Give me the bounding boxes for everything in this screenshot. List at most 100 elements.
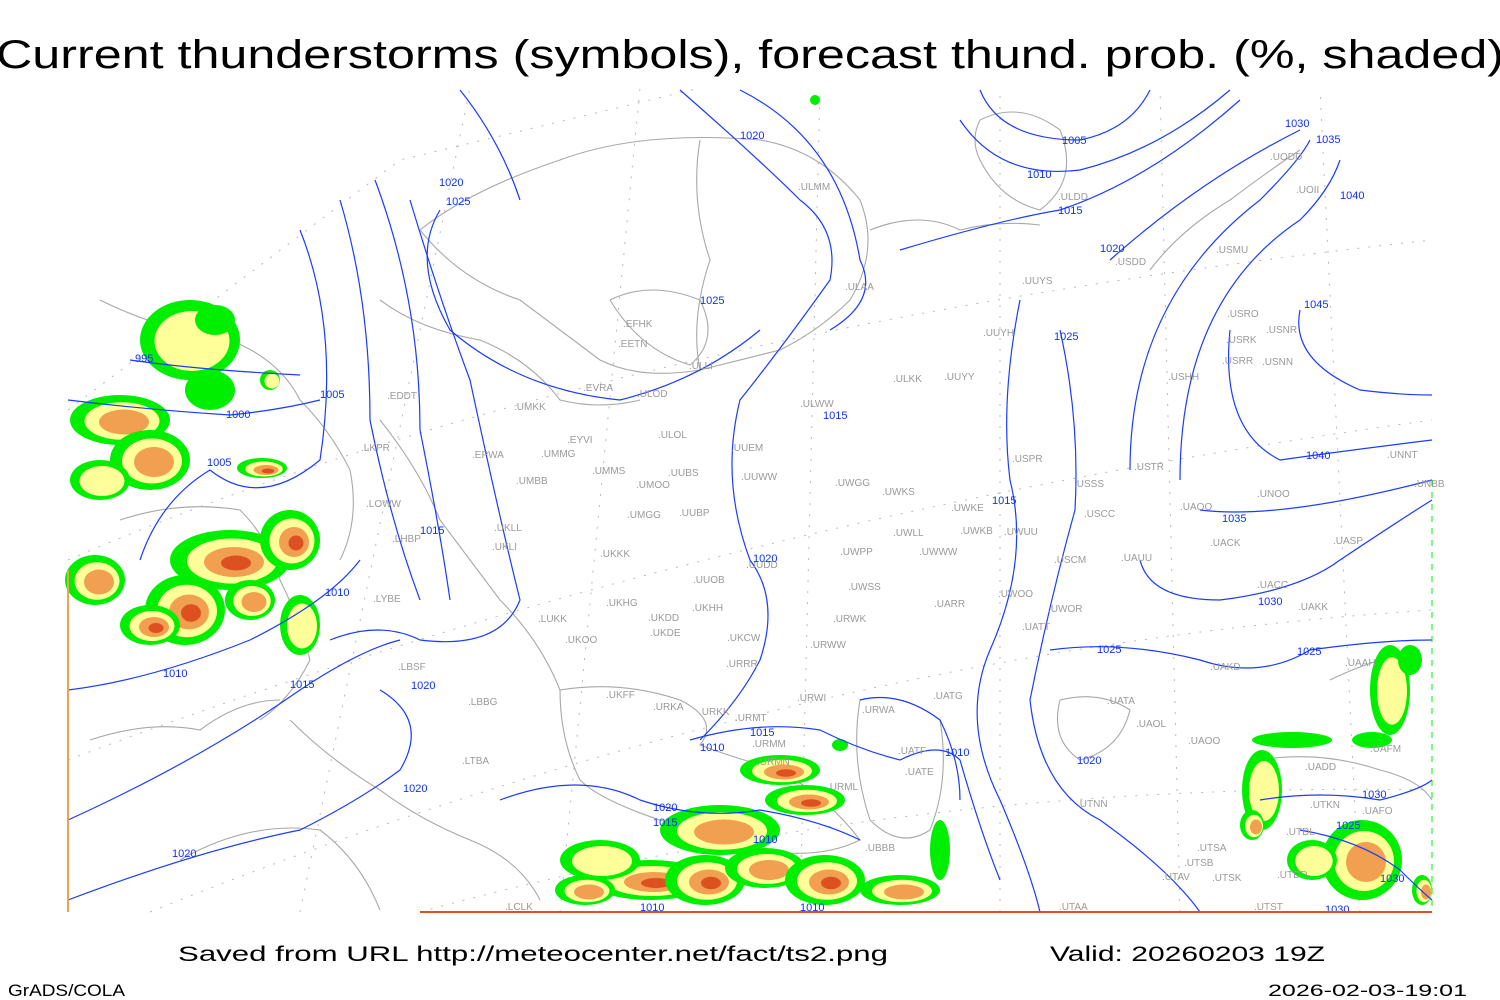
probability-area-level-4 bbox=[801, 799, 821, 807]
station-label: .UTDD bbox=[1277, 870, 1308, 881]
isobar-label: 1015 bbox=[992, 495, 1016, 507]
station-label: .USMU bbox=[1216, 245, 1248, 256]
station-label: .UAOL bbox=[1136, 719, 1166, 730]
isobar-label: 1010 bbox=[163, 668, 187, 680]
isobar-line bbox=[499, 784, 861, 841]
station-label: .UMOO bbox=[636, 480, 670, 491]
station-label: .USSS bbox=[1074, 479, 1104, 490]
probability-area-level-3 bbox=[84, 569, 114, 595]
station-label: .UUYH bbox=[983, 328, 1014, 339]
station-label: .URRR bbox=[726, 659, 758, 670]
isobar-label: 1030 bbox=[1380, 873, 1404, 885]
station-label: .UNNT bbox=[1387, 450, 1418, 461]
lat-lon-grid bbox=[67, 87, 1433, 913]
saved-from-url: Saved from URL http://meteocenter.net/fa… bbox=[178, 943, 888, 966]
station-label: .UUOB bbox=[693, 575, 725, 586]
station-label: .UTNN bbox=[1077, 799, 1108, 810]
isobar-line bbox=[139, 229, 328, 561]
station-label: .UTAV bbox=[1162, 872, 1190, 883]
station-label: .UKOO bbox=[565, 635, 597, 646]
station-label: .UUYS bbox=[1022, 276, 1053, 287]
station-label: .UATE bbox=[905, 767, 934, 778]
station-label: .EPWA bbox=[472, 450, 504, 461]
isobar-label: 1035 bbox=[1316, 134, 1340, 146]
station-label: .UKHG bbox=[606, 598, 638, 609]
station-label: .UACC bbox=[1257, 580, 1288, 591]
station-labels: .ULMM .ULDD .USDD .USMU .UODD .UOII .ULAA .UUYS… bbox=[361, 152, 1445, 913]
probability-area-level-2 bbox=[1249, 761, 1279, 821]
station-label: .ULMM bbox=[798, 182, 830, 193]
station-label: .UMKK bbox=[514, 402, 546, 413]
isobar-label: 1005 bbox=[320, 389, 344, 401]
isobar-label: 1015 bbox=[750, 727, 774, 739]
station-label: .UKHH bbox=[692, 603, 723, 614]
station-label: .LOWW bbox=[366, 499, 402, 510]
station-label: .UWKS bbox=[882, 487, 915, 498]
grid-line bbox=[1159, 87, 1181, 913]
station-label: .UATF bbox=[898, 746, 926, 757]
isobar-label: 1020 bbox=[1100, 243, 1124, 255]
station-label: .EETN bbox=[618, 339, 647, 350]
station-label: .LYBE bbox=[373, 594, 401, 605]
station-label: .UTSK bbox=[1212, 873, 1242, 884]
station-label: .ULLI bbox=[689, 361, 713, 372]
isobar-line bbox=[1298, 309, 1433, 396]
station-label: .EFHK bbox=[623, 319, 653, 330]
isobar-line bbox=[689, 726, 1001, 881]
isobar-label: 1015 bbox=[290, 679, 314, 691]
station-label: .UTSA bbox=[1197, 843, 1227, 854]
isobar-label: 1015 bbox=[1058, 205, 1082, 217]
station-label: .UWWW bbox=[919, 547, 958, 558]
isobar-label: 1005 bbox=[207, 457, 231, 469]
isobar-label: 1005 bbox=[1062, 135, 1086, 147]
station-label: .UATA bbox=[1107, 696, 1135, 707]
coastline bbox=[1259, 756, 1433, 801]
station-label: .UAFM bbox=[1370, 744, 1401, 755]
coastline bbox=[379, 299, 641, 406]
station-label: .URMT bbox=[735, 713, 767, 724]
probability-area-level-2 bbox=[572, 846, 632, 876]
station-label: .UUDD bbox=[746, 560, 778, 571]
isobar-label: 1015 bbox=[823, 410, 847, 422]
station-label: .USRK bbox=[1226, 335, 1257, 346]
station-label: .URWI bbox=[797, 693, 826, 704]
station-label: .UTDL bbox=[1286, 827, 1315, 838]
coastline bbox=[696, 139, 711, 371]
station-label: .UWKB bbox=[960, 526, 993, 537]
coastline bbox=[379, 419, 561, 691]
station-label: .UWKE bbox=[951, 503, 984, 514]
station-label: .UATG bbox=[933, 691, 963, 702]
isobar-labels: 1020 1005 1010 1015 1030 1035 1040 1020 1025 1020… bbox=[135, 118, 1404, 916]
isobar-line bbox=[1049, 639, 1433, 669]
isobar-label: 1030 bbox=[1258, 596, 1282, 608]
station-label: .UTAA bbox=[1059, 902, 1088, 913]
isobar-label: 1025 bbox=[700, 295, 724, 307]
coastline bbox=[974, 111, 1068, 211]
isobar-label: 1020 bbox=[740, 130, 764, 142]
coastline bbox=[419, 136, 869, 374]
isobar-label: 1030 bbox=[1285, 118, 1309, 130]
station-label: .UWSS bbox=[848, 582, 881, 593]
probability-area-level-2 bbox=[79, 466, 125, 496]
probability-area-level-1 bbox=[810, 95, 820, 105]
station-label: .UAOO bbox=[1180, 502, 1212, 513]
station-label: .USCC bbox=[1084, 509, 1115, 520]
software-credit: GrADS/COLA bbox=[8, 981, 126, 1000]
station-label: .USHH bbox=[1168, 372, 1199, 383]
isobar-line bbox=[1199, 479, 1433, 513]
isobar-label: 1030 bbox=[1325, 904, 1349, 916]
probability-area-level-4 bbox=[181, 604, 201, 622]
probability-area-level-3 bbox=[241, 592, 267, 612]
station-label: .UAUU bbox=[1121, 553, 1152, 564]
station-label: .UMMS bbox=[592, 466, 626, 477]
isobar-label: 1025 bbox=[1054, 331, 1078, 343]
isobar-label: 1020 bbox=[172, 848, 196, 860]
station-label: .UKDE bbox=[650, 628, 681, 639]
probability-area-level-1 bbox=[195, 305, 235, 335]
station-label: .UATT bbox=[1022, 622, 1050, 633]
isobar-line bbox=[329, 199, 521, 643]
station-label: .LBBG bbox=[468, 697, 498, 708]
station-label: .UUWW bbox=[741, 472, 778, 483]
station-label: .EVRA bbox=[583, 383, 613, 394]
probability-area-level-3 bbox=[1421, 884, 1431, 900]
